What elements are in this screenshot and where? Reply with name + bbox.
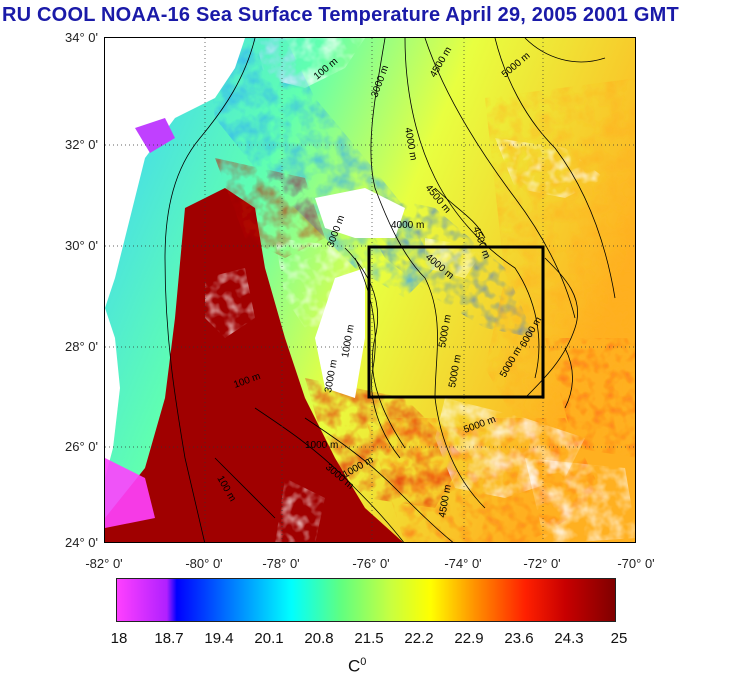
warm-east-2 [545,338,635,458]
map-title: RU COOL NOAA-16 Sea Surface Temperature … [2,4,679,26]
cold-coastal-patch-south [105,458,155,528]
y-tick-label: 24° 0' [65,535,98,550]
x-tick-label: -78° 0' [262,556,300,571]
unit-superscript: 0 [360,656,367,668]
land-florida [105,308,120,478]
bathymetry-contours [164,38,616,542]
colorbar-gradient [117,579,615,621]
colorbar-tick-label: 20.1 [254,630,284,647]
sst-map-image: 100 m 3000 m 4000 m 4500 m 5000 m 3000 m… [105,38,635,542]
gulf-stream-north [215,158,325,258]
unit-letter: C [348,656,361,676]
colorbar [116,578,616,622]
colorbar-tick-label: 18.7 [154,630,184,647]
sst-map: 100 m 3000 m 4000 m 4500 m 5000 m 3000 m… [104,37,636,543]
colorbar-tick-label: 25 [610,630,628,647]
graticule [105,38,635,542]
contour-label: 1000 m [305,440,338,451]
x-tick-label: -70° 0' [617,556,655,571]
gulf-stream [105,188,403,542]
y-tick-label: 28° 0' [65,339,98,354]
colorbar-tick-label: 19.4 [204,630,234,647]
cold-coastal-patch [135,118,175,153]
colorbar-tick-label: 20.8 [304,630,334,647]
x-tick-label: -82° 0' [85,556,123,571]
colorbar-tick-label: 22.2 [404,630,434,647]
y-tick-label: 26° 0' [65,439,98,454]
contour-label: 4000 m [391,220,424,231]
colorbar-tick-label: 18 [110,630,128,647]
land-north [105,38,245,308]
x-tick-label: -74° 0' [444,556,482,571]
y-tick-label: 30° 0' [65,238,98,253]
y-tick-label: 32° 0' [65,137,98,152]
x-tick-label: -76° 0' [352,556,390,571]
y-tick-label: 34° 0' [65,30,98,45]
colorbar-tick-label: 23.6 [504,630,534,647]
colorbar-tick-label: 21.5 [354,630,384,647]
colorbar-tick-label: 22.9 [454,630,484,647]
colorbar-tick-label: 24.3 [554,630,584,647]
x-tick-label: -72° 0' [523,556,561,571]
colorbar-unit: C0 [348,656,366,677]
study-region-box [367,245,545,399]
x-tick-label: -80° 0' [185,556,223,571]
